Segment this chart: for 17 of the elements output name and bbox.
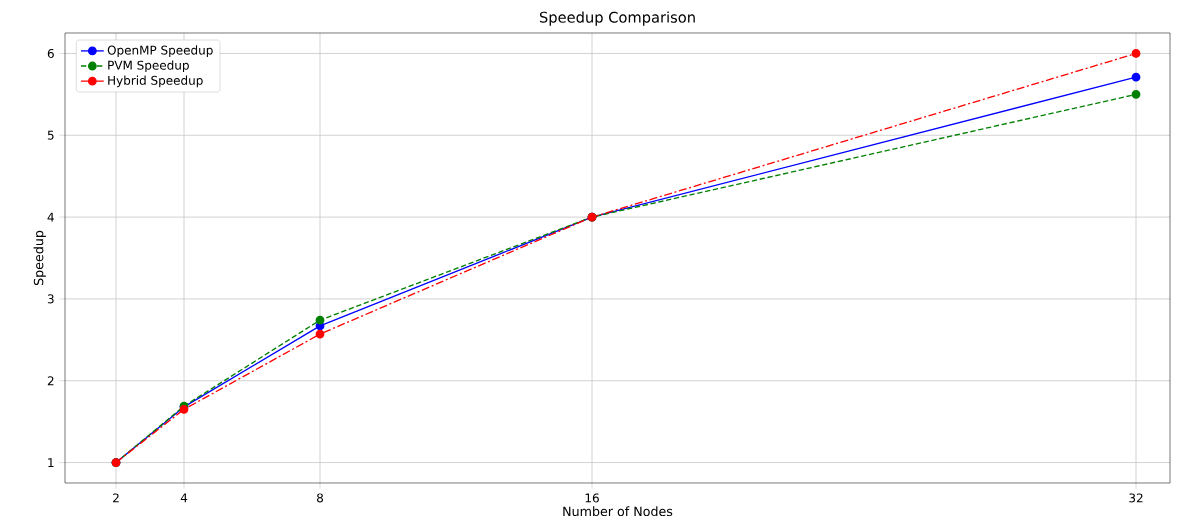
x-tick-label: 4 (180, 493, 188, 503)
y-tick-label: 1 (48, 458, 54, 467)
x-tick-label: 2 (113, 493, 119, 503)
chart-title: Speedup Comparison (539, 11, 695, 26)
y-axis-title: Speedup (33, 230, 46, 286)
x-tick-label: 32 (1129, 493, 1143, 503)
legend-label: PVM Speedup (108, 60, 189, 73)
x-tick-label: 16 (585, 493, 599, 503)
x-tick-label: 8 (317, 493, 324, 503)
y-tick-label: 4 (47, 212, 54, 222)
y-tick-label: 3 (47, 294, 54, 304)
legend-label: Hybrid Speedup (108, 75, 203, 88)
y-tick-label: 6 (47, 48, 54, 58)
legend-label: OpenMP Speedup (107, 45, 213, 57)
y-tick-label: 2 (47, 376, 54, 386)
x-axis-title: Number of Nodes (563, 506, 673, 517)
y-tick-label: 5 (47, 130, 54, 140)
